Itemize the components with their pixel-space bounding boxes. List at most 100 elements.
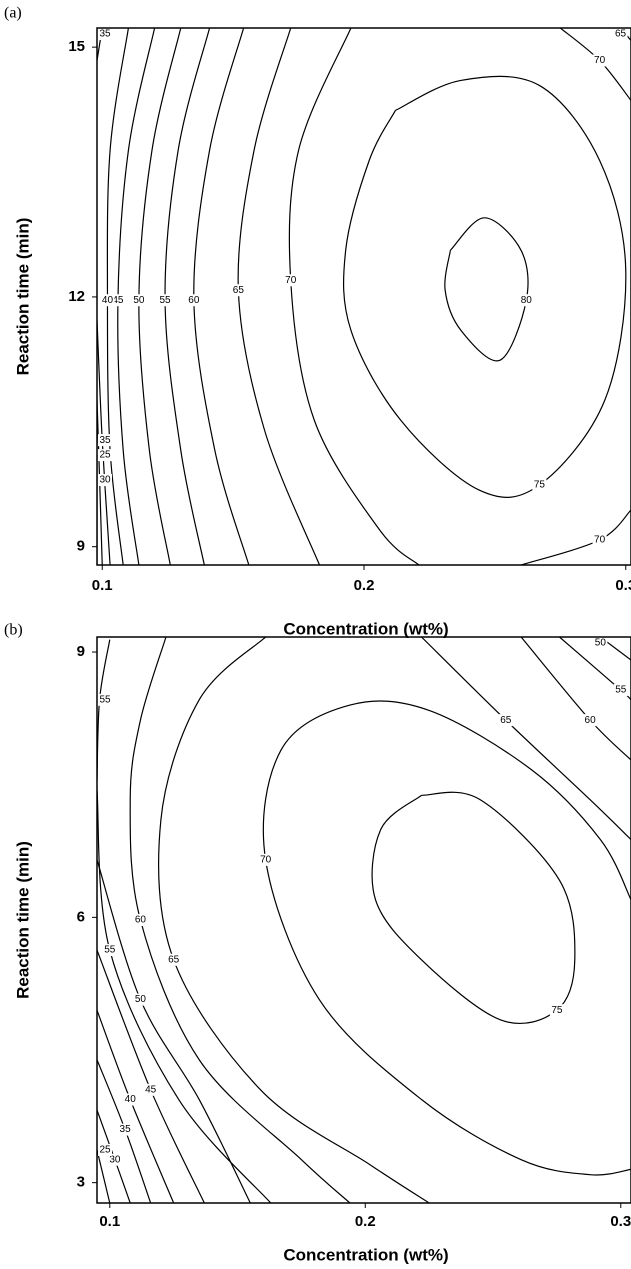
contour-label-bg: [131, 294, 146, 307]
contour-label-bg: [98, 28, 112, 40]
contour-label: 55: [99, 694, 111, 705]
contour-line: [97, 639, 111, 781]
contour-line: [262, 700, 631, 1176]
contour-label-bg: [158, 294, 173, 307]
contour-label: 30: [99, 475, 111, 486]
contour-label-bg: [98, 449, 112, 462]
contour-line: [97, 1010, 175, 1203]
contour-label: 45: [112, 295, 124, 306]
contour-label: 60: [135, 915, 147, 926]
plot-frame: [96, 27, 631, 566]
contour-label: 35: [120, 1124, 132, 1135]
y-tick-label: 15: [68, 38, 85, 55]
contour-label: 65: [233, 285, 245, 296]
x-tick-label: 0.1: [92, 577, 113, 594]
contour-label: 45: [145, 1084, 157, 1095]
contour-label: 70: [285, 275, 297, 286]
contour-label: 40: [125, 1094, 137, 1105]
contour-label-bg: [143, 1083, 158, 1096]
contour-line: [97, 789, 272, 1203]
contour-label-bg: [593, 637, 608, 649]
contour-label: 65: [500, 715, 512, 726]
y-tick-label: 9: [77, 538, 85, 555]
contour-line: [237, 28, 321, 565]
contour-label: 50: [595, 638, 607, 649]
contour-label: 75: [551, 1005, 563, 1016]
y-axis-title: Reaction time (min): [13, 841, 32, 999]
contour-label: 55: [159, 295, 171, 306]
contour-label-bg: [283, 274, 298, 287]
contour-label: 70: [594, 55, 606, 66]
x-axis-title: Concentration (wt%): [283, 619, 448, 638]
contour-line: [97, 1149, 111, 1203]
contour-label: 25: [99, 1145, 111, 1156]
contour-label-bg: [133, 993, 148, 1006]
contour-label-bg: [583, 714, 598, 727]
contour-label: 60: [188, 295, 200, 306]
contour-label: 75: [534, 480, 546, 491]
contour-label: 35: [99, 435, 111, 446]
contour-line: [158, 637, 430, 1203]
contour-label: 70: [260, 855, 272, 866]
contour-label-bg: [123, 1093, 138, 1106]
contour-line: [342, 75, 627, 498]
contour-label: 55: [104, 945, 116, 956]
contour-label-bg: [102, 944, 117, 957]
contour-label-bg: [186, 294, 201, 307]
contour-label-bg: [166, 953, 181, 966]
contour-label: 30: [109, 1154, 121, 1165]
contour-line: [129, 637, 351, 1203]
y-tick-label: 12: [68, 288, 85, 305]
panel-label: (a): [4, 5, 22, 22]
contour-label: 65: [615, 29, 627, 40]
contour-label-bg: [592, 54, 607, 67]
plot-frame: [96, 636, 631, 1204]
contour-line: [97, 859, 251, 1203]
contour-label: 40: [102, 295, 114, 306]
contour-label-bg: [98, 693, 112, 706]
contour-label-bg: [592, 534, 607, 547]
x-tick-label: 0.1: [99, 1213, 120, 1230]
contour-label-bg: [107, 1153, 122, 1166]
contour-group: [97, 637, 631, 1203]
contour-label: 55: [615, 685, 627, 696]
contour-line: [421, 637, 631, 840]
contour-label: 80: [521, 295, 533, 306]
contour-line: [444, 217, 529, 362]
contour-label-bg: [133, 914, 148, 926]
x-tick-label: 0.3: [615, 577, 631, 594]
contour-label-bg: [98, 1143, 112, 1156]
y-tick-label: 9: [77, 643, 85, 660]
y-tick-label: 3: [77, 1174, 85, 1191]
contour-label: 25: [99, 450, 111, 461]
contour-label-bg: [118, 1123, 133, 1136]
contour-label-bg: [98, 474, 112, 487]
contour-label-bg: [613, 28, 628, 40]
contour-label-bg: [532, 479, 547, 492]
contour-label-bg: [549, 1004, 564, 1017]
x-tick-label: 0.3: [610, 1213, 631, 1230]
contour-label-bg: [613, 684, 628, 697]
contour-label-bg: [498, 714, 513, 727]
contour-label: 70: [594, 535, 606, 546]
contour-label: 60: [585, 715, 597, 726]
contour-label-bg: [258, 853, 273, 866]
contour-label: 35: [99, 29, 111, 40]
contour-line: [371, 791, 576, 1024]
contour-label: 50: [133, 295, 145, 306]
contour-label: 65: [168, 954, 180, 965]
contour-label-bg: [519, 294, 534, 307]
x-tick-label: 0.2: [355, 1213, 376, 1230]
panel-label: (b): [4, 622, 23, 639]
contour-line: [520, 509, 631, 565]
contour-line: [193, 28, 250, 565]
contour-label-bg: [231, 284, 246, 297]
contour-line: [288, 28, 420, 565]
x-tick-label: 0.2: [354, 577, 375, 594]
x-axis-title: Concentration (wt%): [283, 1245, 448, 1264]
y-axis-title: Reaction time (min): [13, 218, 32, 376]
contour-group: [97, 28, 631, 565]
contour-label-bg: [100, 294, 115, 307]
contour-label-bg: [98, 434, 112, 447]
